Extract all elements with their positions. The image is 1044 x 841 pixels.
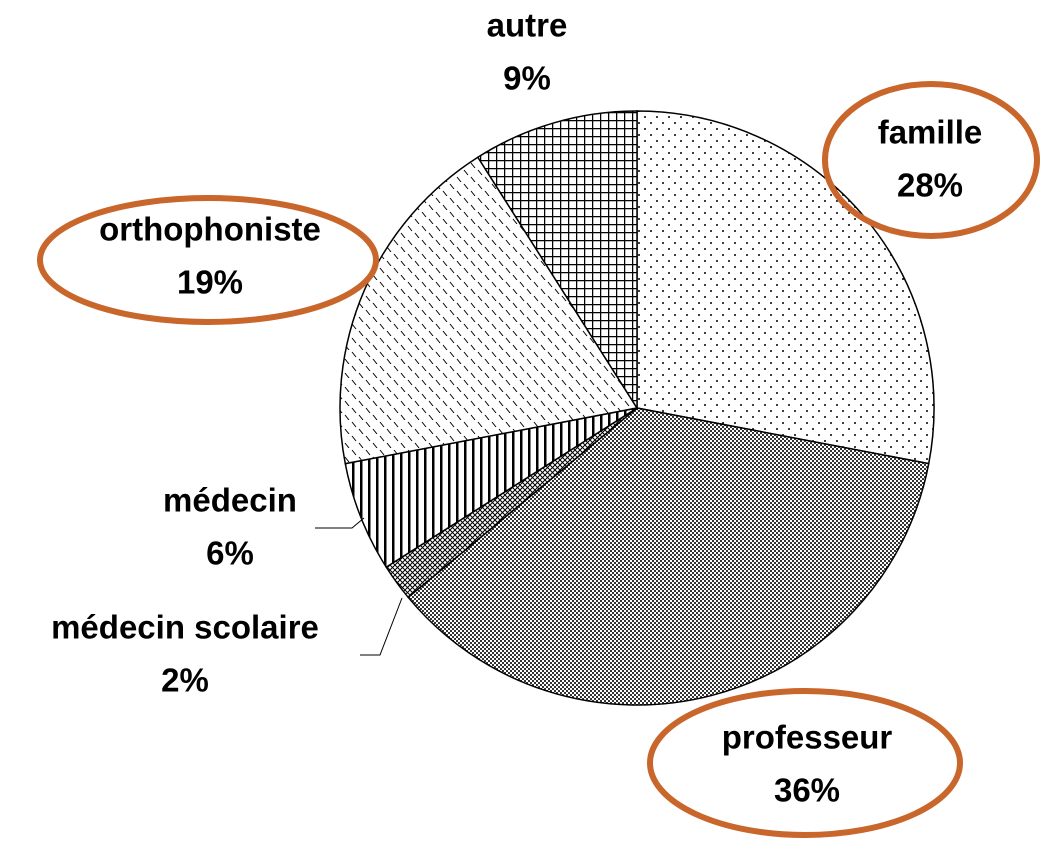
slice-label: médecin scolaire [51,609,319,646]
value-label: 2% [161,662,209,699]
value-label: 19% [177,264,243,301]
value-label: 9% [503,60,551,97]
slice-label: médecin [163,482,297,519]
highlight-ellipse [822,81,1040,239]
highlight-ellipse [647,688,963,838]
pie-slice [339,156,639,465]
slice-label: orthophoniste [99,211,321,248]
leader-line [360,597,403,656]
pie-slice [476,110,638,411]
pie-slice [407,407,930,706]
value-label: 36% [774,772,840,809]
slice-label: autre [487,7,568,44]
pie-slice [636,110,935,465]
slice-label: professeur [722,719,893,756]
leader-line [315,517,365,529]
value-label: 6% [206,535,254,572]
value-label: 28% [897,167,963,204]
slice-label: famille [878,114,983,151]
highlight-ellipse [37,195,379,325]
